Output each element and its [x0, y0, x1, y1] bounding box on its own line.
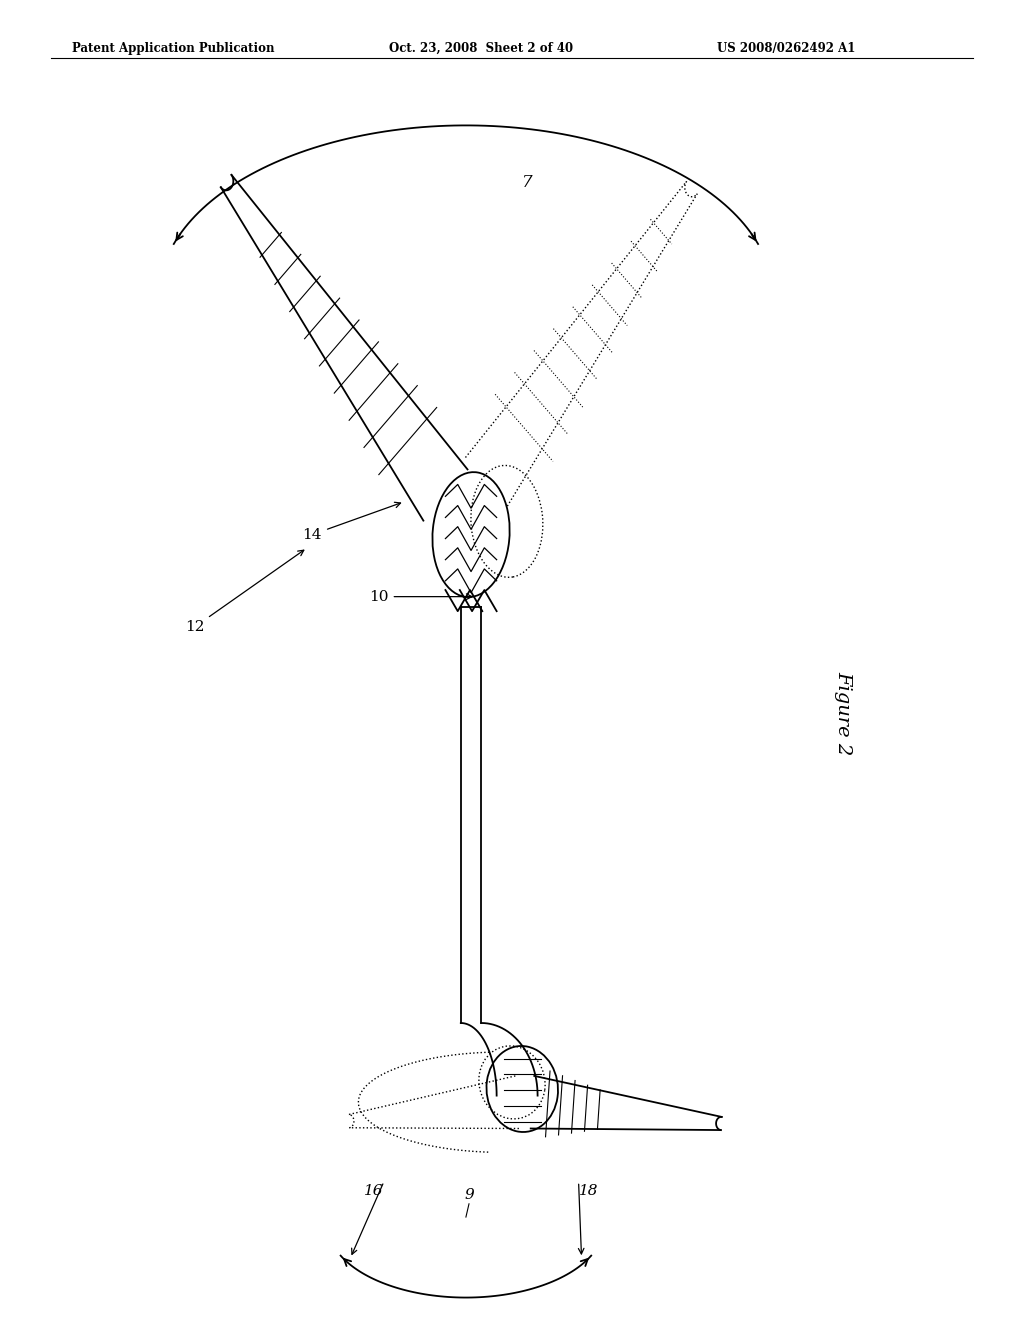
Text: Patent Application Publication: Patent Application Publication	[72, 42, 274, 55]
Text: 16: 16	[364, 1184, 384, 1197]
Text: Oct. 23, 2008  Sheet 2 of 40: Oct. 23, 2008 Sheet 2 of 40	[389, 42, 573, 55]
Text: Figure 2: Figure 2	[835, 671, 853, 755]
Text: US 2008/0262492 A1: US 2008/0262492 A1	[717, 42, 855, 55]
Text: 10: 10	[369, 590, 472, 603]
Text: 18: 18	[579, 1184, 599, 1197]
Text: 9: 9	[464, 1188, 474, 1201]
Text: 12: 12	[184, 550, 304, 634]
Text: 7: 7	[522, 174, 532, 190]
Text: 14: 14	[302, 503, 400, 541]
